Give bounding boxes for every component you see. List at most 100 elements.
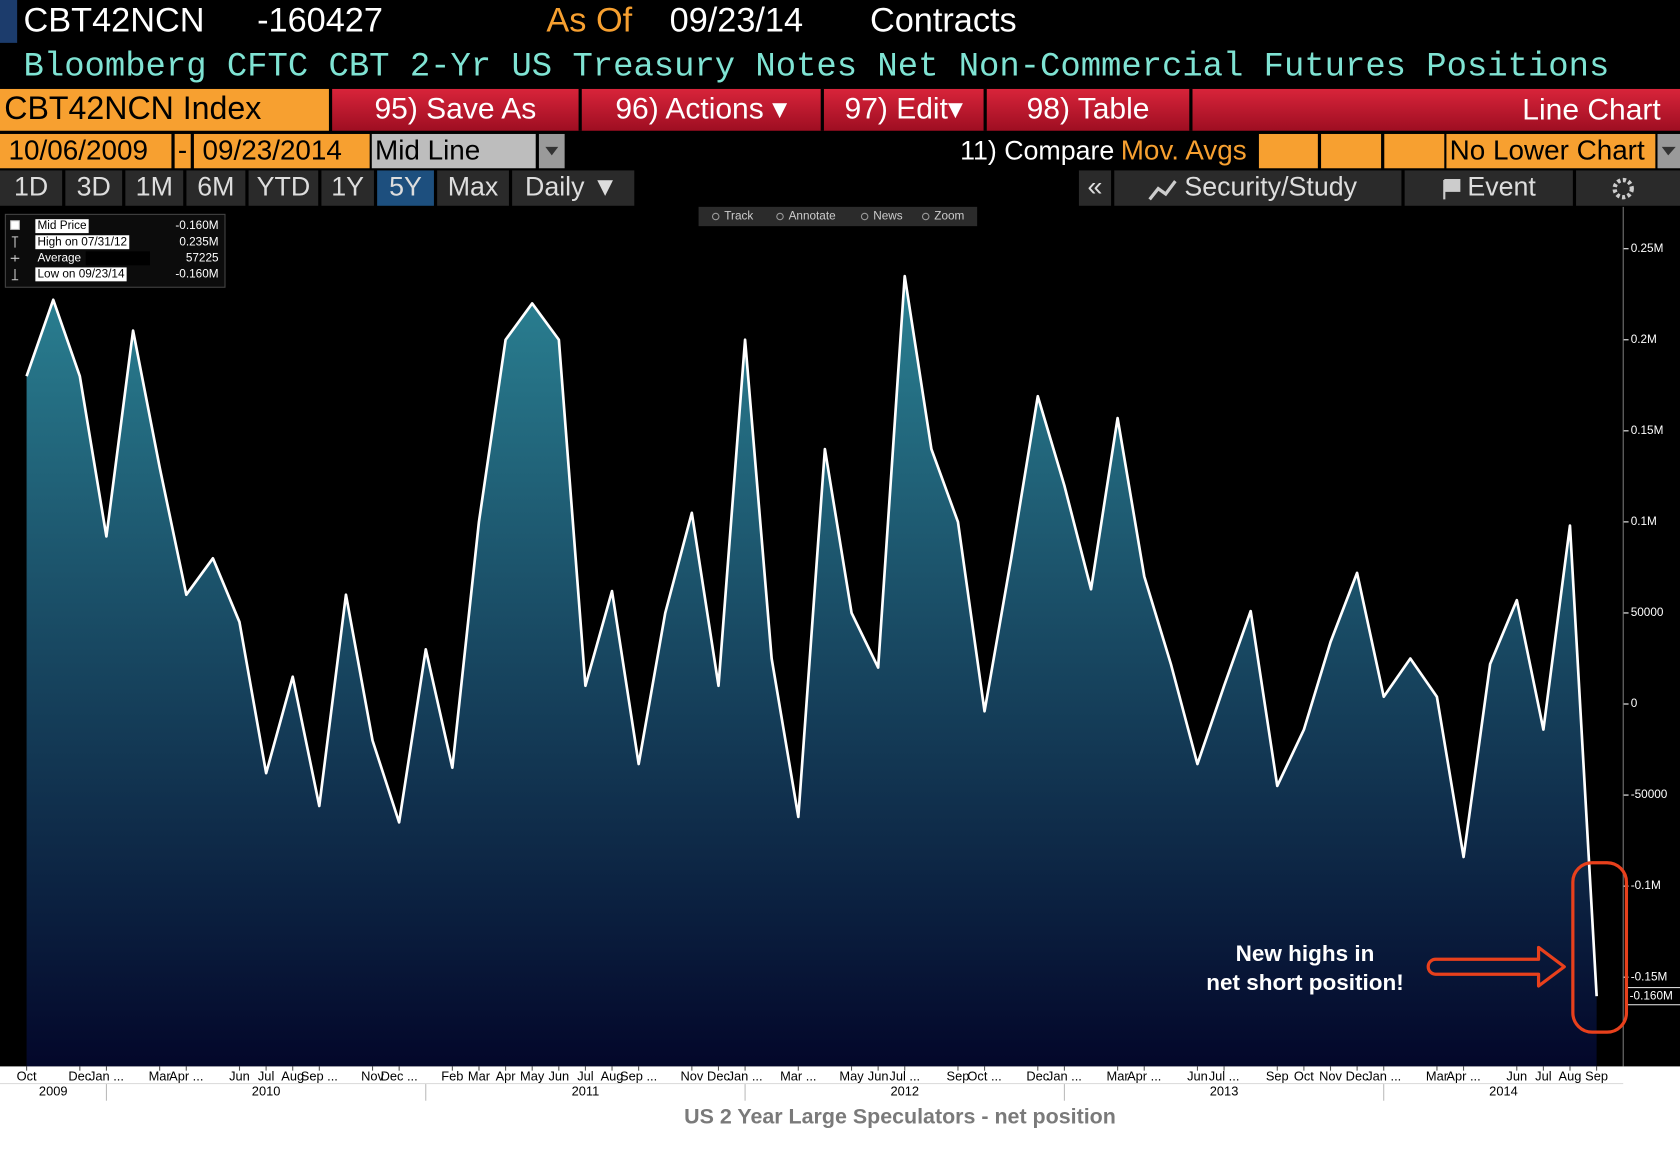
x-tick-label: Dec [707, 1069, 730, 1084]
line [25, 274, 1598, 997]
settings-icon[interactable] [1612, 177, 1634, 200]
tab-button[interactable] [1114, 170, 1402, 206]
field-box[interactable] [1258, 133, 1318, 169]
tool-icon [860, 212, 869, 221]
x-tick-label: Oct ... [967, 1069, 1001, 1084]
action-button[interactable]: 98) Table [1027, 92, 1150, 125]
period-label[interactable]: 3D [77, 172, 111, 202]
x-tick-label: Mar [468, 1069, 491, 1084]
tool-icon [921, 212, 930, 221]
tool-button[interactable]: Zoom [934, 210, 964, 223]
mode-box[interactable] [371, 133, 536, 169]
tab-label[interactable]: Security/Study [1184, 172, 1357, 202]
x-year-label: 2009 [39, 1084, 68, 1099]
period-button[interactable] [186, 170, 246, 206]
annotation-text: net short position! [1206, 970, 1403, 995]
legend-value: 57225 [186, 251, 219, 264]
as-of-date: 09/23/14 [670, 2, 803, 40]
y-tick-label: 50000 [1631, 606, 1664, 619]
tool-button[interactable]: Track [724, 210, 753, 223]
start-date[interactable]: 10/06/2009 [9, 135, 148, 166]
mode[interactable]: Mid Line [375, 135, 480, 166]
period-button[interactable] [248, 170, 319, 206]
y-tick-label: 0.2M [1631, 333, 1657, 346]
x-tick-label: Oct [1294, 1069, 1314, 1084]
x-tick-label: May [520, 1069, 545, 1084]
period-label[interactable]: 1M [136, 172, 173, 202]
x-tick-label: Jul [1535, 1069, 1551, 1084]
x-year-label: 2011 [572, 1084, 600, 1099]
period-label[interactable]: Max [448, 172, 499, 202]
annotation-highlight [1571, 861, 1629, 1034]
units: Contracts [870, 2, 1017, 40]
legend-label-bg [35, 267, 127, 282]
x-tick-label: Apr ... [1127, 1069, 1161, 1084]
legend-label: Mid Price [38, 219, 87, 232]
period-button[interactable] [321, 170, 374, 206]
action-button[interactable]: 97) Edit▾ [845, 92, 963, 125]
compare[interactable]: 11) Compare [960, 135, 1114, 165]
action-button[interactable]: 96) Actions ▾ [615, 92, 787, 125]
period-label[interactable]: YTD [257, 172, 311, 202]
x-tick-label: Sep ... [620, 1069, 657, 1084]
as-of-label: As Of [546, 2, 632, 40]
x-tick-label: Sep [1585, 1069, 1608, 1084]
frequency[interactable]: Daily ▼ [525, 172, 618, 202]
security[interactable]: CBT42NCN Index [4, 90, 261, 126]
x-tick-label: Jun [548, 1069, 569, 1084]
period-button[interactable] [437, 170, 509, 206]
legend-icon [10, 220, 20, 230]
security-box[interactable] [0, 88, 329, 131]
x-tick-label: Dec ... [381, 1069, 418, 1084]
period-label[interactable]: 5Y [389, 172, 422, 202]
period-button[interactable] [377, 170, 434, 206]
x-tick-label: Apr [496, 1069, 517, 1084]
x-tick-label: Sep ... [301, 1069, 338, 1084]
annotation: New highs in net short position! [1206, 861, 1629, 1034]
x-tick-label: Apr ... [169, 1069, 203, 1084]
period-label[interactable]: 6M [197, 172, 234, 202]
legend-label-bg [85, 251, 150, 266]
start-date-box[interactable] [0, 133, 172, 169]
period-button[interactable] [65, 170, 123, 206]
x-tick-label: Dec [68, 1069, 91, 1084]
legend-label: Low on 09/23/14 [38, 267, 125, 280]
dropdown-arrow [545, 146, 559, 156]
end-date[interactable]: 09/23/2014 [203, 135, 342, 166]
legend-label-bg [35, 219, 89, 234]
action-button[interactable]: 95) Save As [374, 92, 536, 125]
ticker: CBT42NCN [24, 2, 205, 40]
view-mode[interactable]: Line Chart [1522, 93, 1661, 126]
period-button[interactable] [0, 170, 63, 206]
settings-button[interactable] [1576, 170, 1680, 206]
header-bar [0, 0, 1680, 46]
x-tick-label: Dec [1346, 1069, 1369, 1084]
x-tick-label: Apr ... [1446, 1069, 1480, 1084]
x-tick-label: Mar [1426, 1069, 1449, 1084]
x-tick-label: Jan ... [1047, 1069, 1082, 1084]
lower-chart-box[interactable] [1446, 133, 1656, 169]
x-tick-label: Mar [149, 1069, 172, 1084]
lower-chart[interactable]: No Lower Chart [1450, 135, 1645, 166]
end-date-box[interactable] [193, 133, 370, 169]
tab-button[interactable] [1078, 170, 1112, 206]
tool-button[interactable]: Annotate [789, 210, 837, 223]
x-tick-label: Mar [1107, 1069, 1130, 1084]
frequency-button[interactable] [512, 170, 635, 206]
period-button[interactable] [125, 170, 184, 206]
tab-button[interactable] [1404, 170, 1573, 206]
period-label[interactable]: 1D [14, 172, 48, 202]
tab-label[interactable]: Event [1467, 172, 1536, 202]
tool-button[interactable]: News [873, 210, 903, 223]
header-marker [0, 0, 18, 43]
study-icon [1148, 180, 1177, 201]
legend-value: 0.235M [179, 235, 218, 248]
field-box[interactable] [1384, 133, 1445, 169]
field-box[interactable] [1321, 133, 1382, 169]
compare-value[interactable]: Mov. Avgs [1121, 135, 1247, 166]
period-label[interactable]: 1Y [331, 172, 364, 202]
tab-label[interactable]: « [1088, 172, 1103, 202]
x-tick-label: Sep [1266, 1069, 1289, 1084]
